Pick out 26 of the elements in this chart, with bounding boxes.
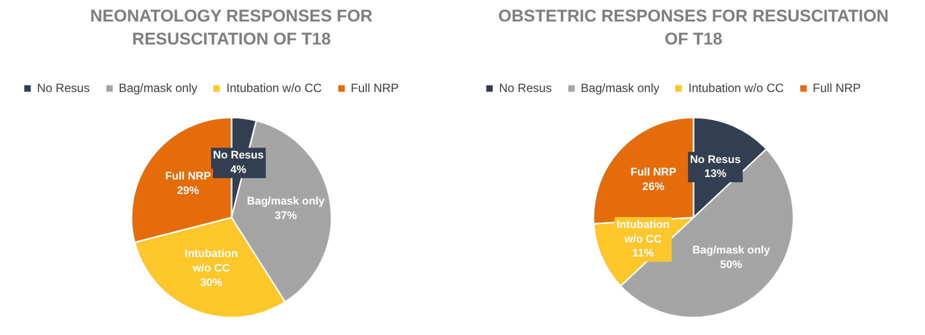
slice-label: No Resus: [690, 154, 741, 166]
legend-label: No Resus: [499, 81, 552, 95]
slice-label: Intubation w/o CC: [616, 218, 670, 246]
legend-label: Bag/mask only: [118, 81, 198, 95]
slice-label: Full NRP: [630, 166, 676, 179]
legend-label: Bag/mask only: [580, 81, 660, 95]
slice-label: Bag/mask only: [247, 196, 326, 208]
data-label: 13%: [704, 168, 727, 180]
slice-label: Intubation w/o CC: [184, 248, 238, 275]
data-label: 50%: [720, 258, 742, 271]
legend-label: No Resus: [37, 81, 90, 95]
chart-title: OBSTETRIC RESPONSES FOR RESUSCITATION OF T18: [498, 6, 889, 48]
data-label: 11%: [632, 248, 654, 260]
legend-label: Intubation w/o CC: [226, 81, 322, 95]
data-label: 4%: [230, 164, 247, 176]
legend-label: Full NRP: [812, 81, 861, 95]
data-label: 26%: [642, 181, 665, 194]
slice-label: No Resus: [213, 150, 264, 162]
data-label: 37%: [274, 210, 298, 222]
slice-label: Bag/mask only: [692, 244, 771, 256]
data-label: 30%: [200, 277, 222, 290]
chart-title: NEONATOLOGY RESPONSES FOR RESUSCITATION OF T18: [90, 6, 373, 48]
legend-label: Full NRP: [350, 81, 399, 95]
slice-label: Full NRP: [165, 170, 211, 183]
legend-label: Intubation w/o CC: [688, 81, 784, 95]
data-label: 29%: [177, 184, 200, 197]
